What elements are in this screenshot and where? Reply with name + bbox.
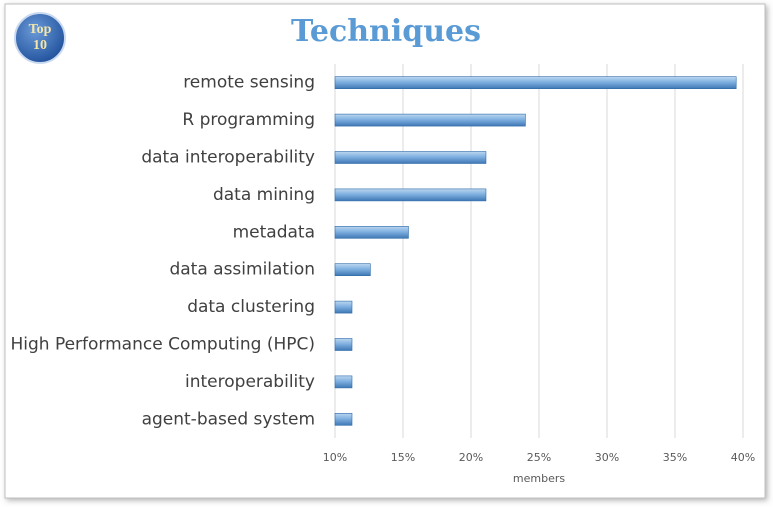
x-tick-label: 10% <box>323 451 347 464</box>
bar <box>334 338 353 351</box>
bar <box>334 113 526 127</box>
badge <box>14 12 66 64</box>
x-axis-label: members <box>513 472 565 485</box>
bar <box>334 375 353 389</box>
y-tick-label: remote sensing <box>183 73 315 93</box>
bar <box>334 263 371 277</box>
x-tick-label: 15% <box>391 451 415 464</box>
y-tick-label: agent-based system <box>142 409 315 429</box>
x-tick-label: 30% <box>595 451 619 464</box>
y-tick-label: R programming <box>182 110 315 130</box>
y-tick-label: data interoperability <box>141 148 315 168</box>
bar <box>334 188 487 202</box>
x-tick-label: 25% <box>527 451 551 464</box>
chart-title: Techniques <box>291 14 481 49</box>
bar <box>334 300 353 314</box>
y-tick-label: data clustering <box>187 297 315 317</box>
y-tick-label: data assimilation <box>169 260 315 280</box>
bar <box>334 412 353 426</box>
y-tick-label: metadata <box>233 222 315 242</box>
y-tick-label: data mining <box>213 185 315 205</box>
x-tick-label: 20% <box>459 451 483 464</box>
badge-text: Top <box>29 22 52 37</box>
bar <box>334 151 487 164</box>
x-tick-label: 35% <box>663 451 687 464</box>
badge-text: 10 <box>33 38 47 53</box>
bar <box>334 226 409 239</box>
y-tick-label: interoperability <box>185 372 315 392</box>
bar <box>334 76 737 89</box>
x-tick-label: 40% <box>731 451 755 464</box>
y-tick-label: High Performance Computing (HPC) <box>10 335 315 355</box>
